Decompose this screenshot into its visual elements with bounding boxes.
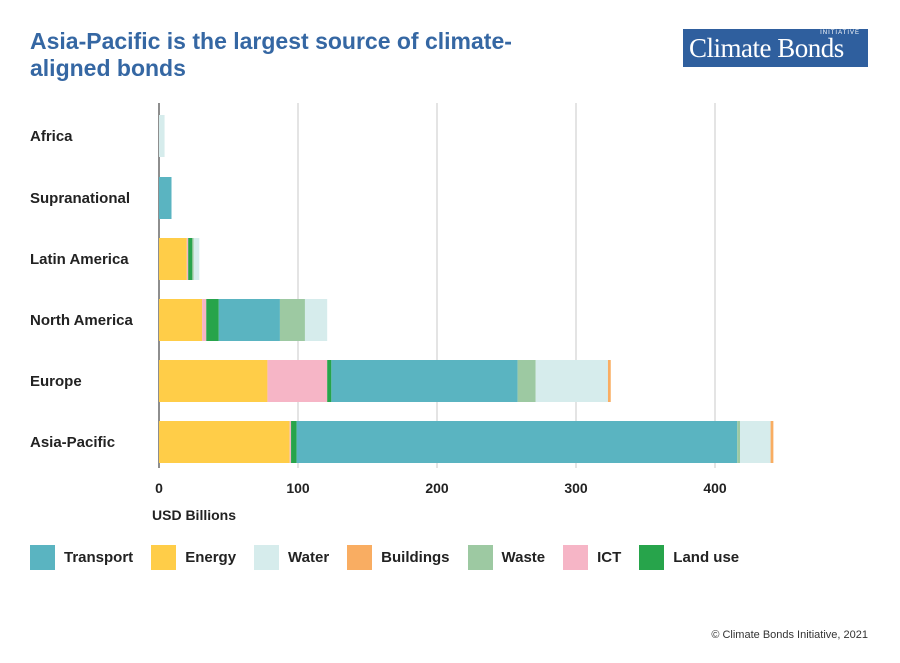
logo-main-text: Climate Bonds <box>689 33 844 63</box>
legend-swatch <box>563 545 589 570</box>
bar-segment-energy <box>159 299 203 341</box>
bar-segment-land-use <box>327 360 332 402</box>
bar-segment-water <box>304 299 328 341</box>
bar-segment-transport <box>331 360 518 402</box>
legend-item-buildings: Buildings <box>347 545 450 570</box>
bar-segment-waste <box>192 238 194 280</box>
legend: Transport Energy Water Buildings Waste ICT Lan… <box>30 545 757 570</box>
legend-label: ICT <box>597 549 622 566</box>
bar-segment-land-use <box>291 421 297 463</box>
legend-swatch <box>347 545 373 570</box>
x-tick-label: 0 <box>155 480 163 496</box>
legend-item-transport: Transport <box>30 545 133 570</box>
chart-title: Asia-Pacific is the largest source of cl… <box>30 28 512 81</box>
x-tick-label: 300 <box>564 480 588 496</box>
legend-label: Buildings <box>381 549 450 566</box>
legend-item-land-use: Land use <box>639 545 739 570</box>
bar-segment-water <box>159 115 165 157</box>
bar-segment-ict <box>289 421 292 463</box>
bar-segment-energy <box>159 238 187 280</box>
bar-segment-ict <box>202 299 207 341</box>
category-label: Supranational <box>30 190 130 207</box>
category-label: Europe <box>30 373 82 390</box>
category-label: Africa <box>30 128 73 145</box>
category-label: Asia-Pacific <box>30 434 115 451</box>
copyright-credit: © Climate Bonds Initiative, 2021 <box>711 629 868 641</box>
x-tick-labels: 0 100 200 300 400 <box>155 480 727 496</box>
logo-initiative-text: INITIATIVE <box>820 30 860 36</box>
bar-segment-land-use <box>206 299 219 341</box>
bars <box>159 115 774 463</box>
bar-segment-water <box>535 360 608 402</box>
bar-segment-water <box>193 238 200 280</box>
legend-item-energy: Energy <box>151 545 236 570</box>
legend-swatch <box>639 545 665 570</box>
gridlines <box>158 103 716 468</box>
legend-label: Energy <box>185 549 237 566</box>
bar-segment-buildings <box>607 360 611 402</box>
bar-segment-waste <box>279 299 305 341</box>
category-label: North America <box>30 312 133 329</box>
category-labels: Africa Supranational Latin America North Am… <box>30 128 133 451</box>
legend-item-waste: Waste <box>467 545 546 570</box>
legend-swatch <box>254 545 280 570</box>
x-axis-title: USD Billions <box>152 507 237 523</box>
category-label: Latin America <box>30 251 129 268</box>
climate-bonds-logo: INITIATIVE Climate Bonds <box>683 29 868 67</box>
bar-segment-waste <box>517 360 536 402</box>
bar-segment-land-use <box>188 238 193 280</box>
bar-segment-transport <box>218 299 280 341</box>
legend-swatch <box>151 545 177 570</box>
x-tick-label: 100 <box>286 480 310 496</box>
legend-label: Water <box>288 549 330 566</box>
legend-label: Transport <box>64 549 134 566</box>
legend-swatch <box>467 545 493 570</box>
x-tick-label: 200 <box>425 480 449 496</box>
legend-label: Waste <box>501 549 546 566</box>
legend-item-water: Water <box>254 545 329 570</box>
bar-segment-buildings <box>770 421 774 463</box>
x-tick-label: 400 <box>703 480 727 496</box>
bar-segment-transport <box>159 177 172 219</box>
bar-segment-energy <box>159 360 268 402</box>
bar-segment-ict <box>267 360 328 402</box>
legend-label: Land use <box>673 549 740 566</box>
bar-segment-waste <box>737 421 741 463</box>
bar-segment-energy <box>159 421 290 463</box>
legend-item-ict: ICT <box>563 545 621 570</box>
bar-segment-water <box>740 421 771 463</box>
bar-segment-ict <box>186 238 189 280</box>
legend-swatch <box>30 545 55 570</box>
bar-segment-transport <box>296 421 738 463</box>
